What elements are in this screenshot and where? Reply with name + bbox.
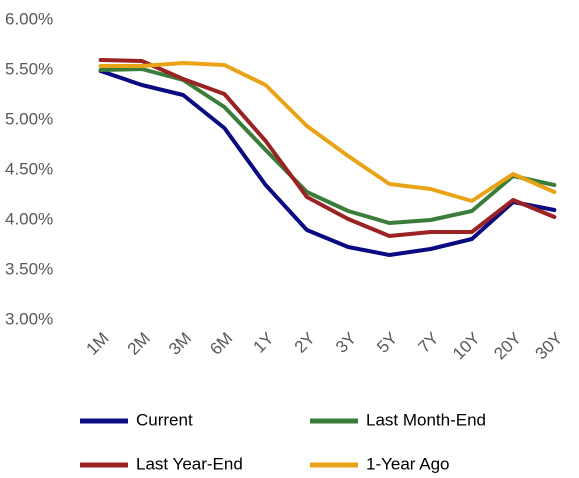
y-tick-label: 4.50% <box>5 159 53 178</box>
x-tick-label: 10Y <box>449 329 484 364</box>
legend-label: 1-Year Ago <box>366 454 450 473</box>
y-tick-label: 3.50% <box>5 259 53 278</box>
legend-label: Current <box>136 410 193 429</box>
x-tick-label: 30Y <box>532 329 567 364</box>
y-tick-label: 5.00% <box>5 109 53 128</box>
legend-label: Last Year-End <box>136 454 243 473</box>
line-series <box>98 69 557 257</box>
y-tick-label: 6.00% <box>5 9 53 28</box>
x-tick-label: 20Y <box>490 329 525 364</box>
line-series <box>98 58 557 238</box>
x-tick-label: 3M <box>165 329 195 359</box>
x-tick-label: 2Y <box>291 329 319 357</box>
x-tick-label: 3Y <box>332 329 360 357</box>
x-tick-label: 1M <box>82 329 112 359</box>
line-series <box>98 61 557 203</box>
x-tick-label: 6M <box>206 329 236 359</box>
y-tick-label: 3.00% <box>5 309 53 328</box>
x-tick-label: 2M <box>124 329 154 359</box>
y-tick-label: 5.50% <box>5 59 53 78</box>
x-tick-label: 5Y <box>373 329 401 357</box>
x-tick-label: 7Y <box>414 329 442 357</box>
y-tick-label: 4.00% <box>5 209 53 228</box>
x-tick-label: 1Y <box>249 329 277 357</box>
legend-label: Last Month-End <box>366 410 486 429</box>
